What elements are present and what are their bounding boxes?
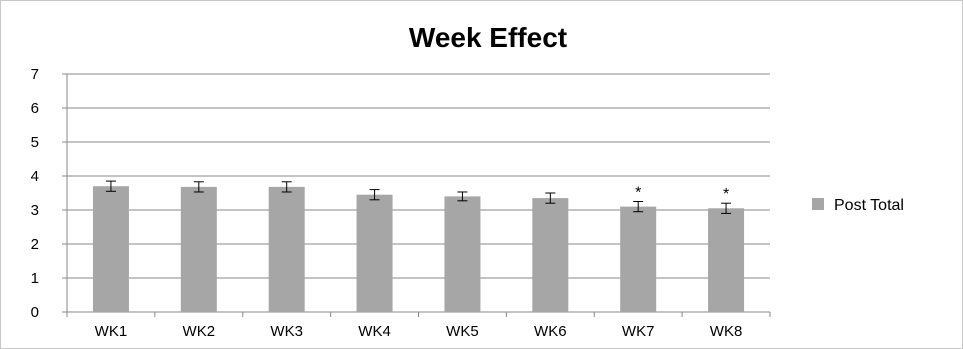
bar-wk3 — [268, 186, 305, 312]
x-tick-label: WK4 — [358, 323, 391, 340]
y-tick-label: 5 — [31, 134, 39, 151]
bar-wk2 — [180, 186, 217, 312]
legend-label: Post Total — [834, 197, 904, 214]
bar-wk7 — [620, 206, 657, 312]
bar-wk4 — [356, 194, 393, 312]
x-tick-label: WK3 — [270, 323, 303, 340]
y-tick-label: 0 — [31, 304, 39, 321]
significance-marker: * — [723, 186, 729, 203]
y-tick-label: 3 — [31, 202, 39, 219]
gridlines — [67, 73, 770, 279]
x-tick-label: WK8 — [710, 323, 743, 340]
x-tick-label: WK7 — [622, 323, 655, 340]
x-tick-label: WK2 — [183, 323, 216, 340]
bar-wk5 — [444, 196, 481, 312]
chart-title: Week Effect — [409, 22, 567, 53]
bars — [92, 180, 745, 312]
bar-wk1 — [92, 186, 129, 312]
y-tick-label: 4 — [31, 168, 39, 185]
significance-marker: * — [635, 185, 641, 202]
legend: Post Total — [812, 197, 904, 214]
x-tick-label: WK6 — [534, 323, 567, 340]
x-tick-label: WK5 — [446, 323, 479, 340]
y-tick-label: 2 — [31, 236, 39, 253]
legend-swatch — [812, 198, 824, 210]
bar-wk6 — [532, 198, 569, 312]
bar-wk8 — [708, 208, 745, 312]
axes: 0 1 2 3 4 5 6 7 WK1 WK2 WK3 WK4 WK5 WK6 WK7 WK8 — [31, 66, 771, 340]
y-tick-label: 1 — [31, 270, 39, 287]
x-tick-label: WK1 — [95, 323, 128, 340]
y-tick-label: 6 — [31, 100, 39, 117]
y-tick-label: 7 — [31, 66, 39, 83]
annotations: * * — [635, 185, 729, 204]
